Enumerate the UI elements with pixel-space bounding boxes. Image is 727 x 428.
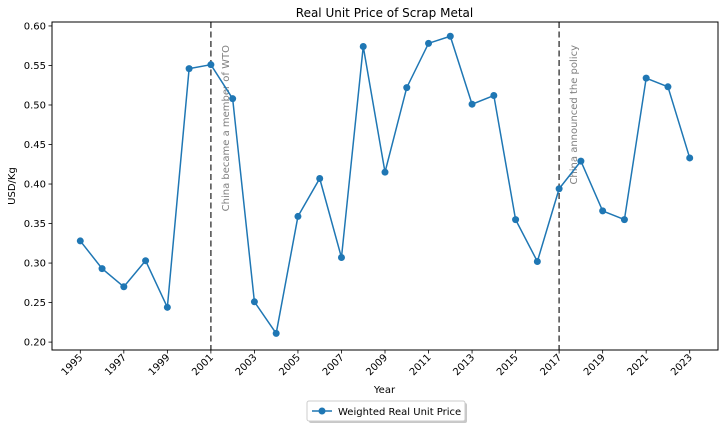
y-tick-label: 0.20 — [24, 338, 46, 349]
data-point — [76, 237, 84, 245]
data-point — [686, 154, 694, 162]
data-point — [577, 157, 585, 165]
x-tick-label: 2011 — [408, 352, 434, 378]
y-tick-label: 0.50 — [24, 100, 46, 111]
data-point — [294, 212, 302, 220]
annotation-label: China became a member of WTO — [221, 45, 232, 211]
legend-swatch-marker — [318, 407, 326, 415]
legend-entry: Weighted Real Unit Price — [338, 407, 461, 418]
data-point — [512, 216, 520, 224]
plot-frame — [51, 21, 719, 351]
series-layer — [76, 32, 694, 337]
data-point — [250, 298, 258, 306]
y-tick-label: 0.60 — [24, 21, 46, 32]
y-tick-label: 0.30 — [24, 259, 46, 270]
x-tick-label: 2021 — [626, 352, 652, 378]
y-axis-label: USD/Kg — [7, 167, 18, 205]
data-point — [185, 65, 193, 73]
data-point — [142, 257, 150, 265]
data-point — [425, 39, 433, 47]
data-point — [599, 207, 607, 215]
data-point — [229, 95, 237, 103]
x-tick-label: 2003 — [234, 352, 260, 378]
data-point — [403, 84, 411, 92]
x-tick-label: 2019 — [582, 352, 608, 378]
x-tick-label: 2013 — [451, 352, 477, 378]
data-point — [337, 254, 345, 262]
y-tick-label: 0.35 — [24, 219, 46, 230]
chart-title: Real Unit Price of Scrap Metal — [296, 6, 473, 20]
data-point — [316, 174, 324, 182]
data-point — [620, 216, 628, 224]
y-tick-label: 0.45 — [24, 140, 46, 151]
x-tick-label: 2001 — [190, 352, 216, 378]
legend-frame — [306, 400, 466, 422]
data-point — [533, 257, 541, 265]
x-tick-label: 2009 — [364, 352, 390, 378]
x-axis-label: Year — [373, 385, 396, 396]
x-tick-label: 2017 — [538, 352, 564, 378]
series-line — [79, 35, 691, 336]
y-tick-label: 0.25 — [24, 298, 46, 309]
data-point — [381, 168, 389, 176]
x-tick-label: 2023 — [669, 352, 695, 378]
legend: Weighted Real Unit Price — [306, 400, 467, 423]
annotation-label: China announced the policy — [569, 45, 580, 185]
x-tick-label: 1995 — [60, 352, 86, 378]
data-point — [642, 74, 650, 82]
annotations: China became a member of WTO China announ… — [210, 22, 580, 350]
x-tick-label: 2015 — [495, 352, 521, 378]
data-point — [207, 61, 215, 69]
data-point — [120, 283, 128, 291]
data-point — [98, 265, 106, 273]
data-point — [446, 32, 454, 40]
x-tick-label: 2005 — [277, 352, 303, 378]
y-tick-label: 0.40 — [24, 180, 46, 191]
data-point — [490, 92, 498, 100]
axis-ticks: 0.20 0.25 0.30 0.35 0.40 0.45 0.50 0.55 0.60 1995… — [24, 21, 695, 378]
x-tick-label: 2007 — [321, 352, 347, 378]
x-tick-label: 1999 — [147, 352, 173, 378]
data-point — [555, 185, 563, 193]
data-point — [359, 43, 367, 51]
data-point — [468, 100, 476, 108]
data-point — [272, 329, 280, 337]
y-tick-label: 0.55 — [24, 61, 46, 72]
data-point — [664, 83, 672, 91]
data-point — [163, 303, 171, 311]
x-tick-label: 1997 — [103, 352, 129, 378]
